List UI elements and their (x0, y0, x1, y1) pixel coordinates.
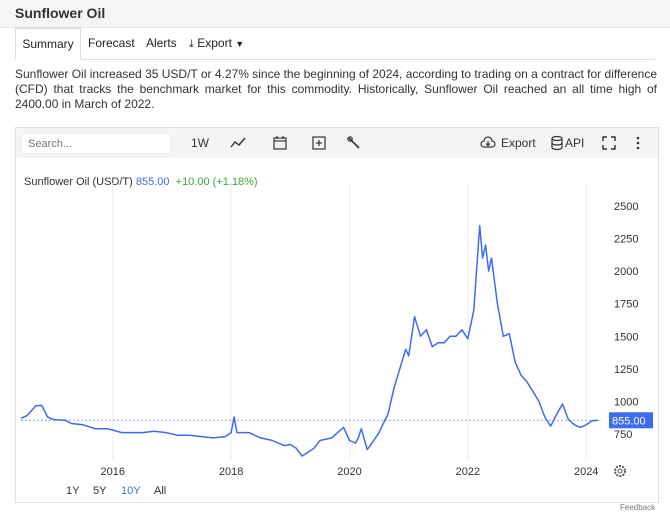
line-chart-icon[interactable] (230, 135, 246, 151)
page-title: Sunflower Oil (15, 5, 106, 21)
x-tick-label: 2022 (456, 466, 480, 478)
tab-bar: Summary Forecast Alerts ⤓ Export ▼ (15, 28, 655, 60)
chart-panel: 1W Export API (15, 127, 659, 503)
interval-button[interactable]: 1W (191, 136, 209, 150)
chart-legend: Sunflower Oil (USD/T) 855.00 +10.00 (+1.… (24, 176, 258, 188)
download-icon: ⤓ (189, 38, 194, 50)
y-tick-label: 2500 (614, 201, 638, 213)
range-10y[interactable]: 10Y (121, 485, 141, 497)
tab-alerts[interactable]: Alerts (146, 36, 177, 50)
range-5y[interactable]: 5Y (93, 485, 107, 497)
range-all[interactable]: All (154, 485, 167, 497)
x-tick-label: 2024 (574, 466, 598, 478)
search-input[interactable] (21, 133, 171, 154)
price-series-line (20, 224, 599, 457)
y-tick-label: 2250 (614, 234, 638, 246)
y-tick-label: 1000 (614, 396, 638, 408)
y-tick-label: 1250 (614, 364, 638, 376)
legend-price: 855.00 (135, 176, 170, 188)
legend-change: +10.00 (+1.18%) (175, 176, 258, 188)
export-button[interactable]: Export (501, 136, 536, 150)
feedback-link[interactable]: Feedback (620, 503, 656, 512)
tab-export[interactable]: ⤓ Export ▼ (189, 28, 244, 58)
caret-down-icon: ▼ (235, 39, 245, 49)
y-tick-label: 750 (614, 429, 632, 441)
cloud-download-icon (480, 136, 496, 148)
description: Sunflower Oil increased 35 USD/T or 4.27… (15, 67, 657, 111)
tab-forecast[interactable]: Forecast (88, 36, 135, 50)
last-price-label-bg (609, 412, 653, 429)
calendar-icon[interactable] (272, 135, 288, 151)
more-icon[interactable] (630, 135, 646, 151)
tab-export-label: Export (197, 36, 232, 50)
x-tick-label: 2016 (100, 466, 124, 478)
add-icon[interactable] (311, 135, 327, 151)
chart-toolbar: 1W Export API (16, 128, 658, 158)
api-button[interactable]: API (565, 136, 585, 150)
settings-icon[interactable] (614, 465, 626, 477)
wrench-icon[interactable] (346, 135, 362, 151)
last-price-label: 855.00 (612, 415, 646, 427)
expand-icon[interactable] (601, 135, 617, 151)
database-icon (551, 135, 563, 151)
x-tick-label: 2020 (337, 466, 361, 478)
price-chart[interactable]: 2016 2018 2020 2022 2024 750 1000 1250 1500 1750 2… (16, 158, 658, 503)
y-tick-label: 2000 (614, 266, 638, 278)
y-tick-label: 1500 (614, 331, 638, 343)
y-tick-label: 1750 (614, 299, 638, 311)
title-bar: Sunflower Oil (0, 0, 670, 28)
range-1y[interactable]: 1Y (66, 485, 80, 497)
tab-summary[interactable]: Summary (15, 28, 81, 60)
legend-series-name: Sunflower Oil (USD/T) (24, 176, 133, 188)
x-tick-label: 2018 (219, 466, 243, 478)
